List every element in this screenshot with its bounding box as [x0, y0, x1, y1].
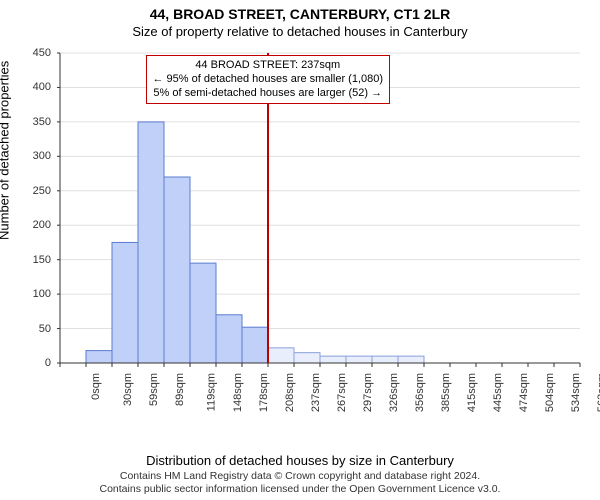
y-tick-label: 150 — [33, 254, 51, 266]
y-tick-label: 100 — [33, 288, 51, 300]
y-tick-label: 450 — [33, 47, 51, 59]
x-tick-label: 504sqm — [544, 373, 556, 412]
x-tick-label: 563sqm — [596, 373, 600, 412]
y-tick-label: 50 — [39, 323, 51, 335]
x-tick-label: 534sqm — [570, 373, 582, 412]
x-tick-label: 415sqm — [466, 373, 478, 412]
y-axis-label: Number of detached properties — [0, 61, 12, 240]
x-tick-label: 59sqm — [148, 373, 160, 406]
annotation-line-1: 44 BROAD STREET: 237sqm — [153, 59, 384, 73]
y-tick-label: 300 — [33, 150, 51, 162]
x-tick-label: 30sqm — [122, 373, 134, 406]
attribution-line-2: Contains public sector information licen… — [100, 483, 501, 495]
x-tick-label: 0sqm — [90, 373, 102, 400]
attribution-line-1: Contains HM Land Registry data © Crown c… — [120, 470, 480, 482]
x-tick-label: 119sqm — [205, 373, 217, 411]
x-tick-label: 356sqm — [414, 373, 426, 412]
annotation-line-3: 5% of semi-detached houses are larger (5… — [153, 87, 384, 101]
attribution-text: Contains HM Land Registry data © Crown c… — [0, 470, 600, 496]
x-tick-label: 385sqm — [440, 373, 452, 412]
x-tick-label: 474sqm — [518, 373, 530, 412]
x-tick-label: 326sqm — [388, 373, 400, 412]
x-tick-label: 267sqm — [336, 373, 348, 412]
marker-annotation-box: 44 BROAD STREET: 237sqm ← 95% of detache… — [146, 55, 391, 104]
chart-title-line1: 44, BROAD STREET, CANTERBURY, CT1 2LR — [0, 6, 600, 22]
y-tick-label: 200 — [33, 219, 51, 231]
x-tick-label: 89sqm — [174, 373, 186, 406]
y-tick-label: 250 — [33, 185, 51, 197]
x-tick-label: 148sqm — [232, 373, 244, 412]
x-tick-label: 297sqm — [362, 373, 374, 412]
x-tick-label: 237sqm — [310, 373, 322, 412]
y-tick-label: 400 — [33, 81, 51, 93]
x-tick-label: 208sqm — [284, 373, 296, 412]
x-tick-label: 445sqm — [492, 373, 504, 412]
x-axis-label: Distribution of detached houses by size … — [0, 453, 600, 468]
plot-area: 44 BROAD STREET: 237sqm ← 95% of detache… — [55, 48, 585, 418]
chart-container: 44, BROAD STREET, CANTERBURY, CT1 2LR Si… — [0, 0, 600, 500]
y-tick-label: 350 — [33, 116, 51, 128]
x-tick-label: 178sqm — [258, 373, 270, 412]
y-tick-label: 0 — [45, 357, 51, 369]
annotation-line-2: ← 95% of detached houses are smaller (1,… — [153, 73, 384, 87]
chart-title-line2: Size of property relative to detached ho… — [0, 24, 600, 39]
